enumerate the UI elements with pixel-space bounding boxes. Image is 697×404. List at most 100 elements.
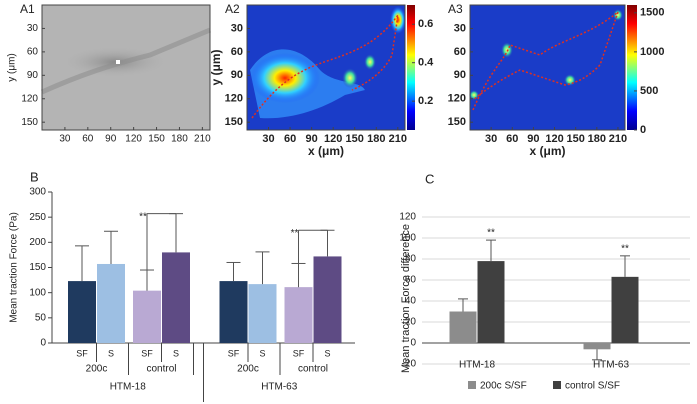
x-tick-label: 210 bbox=[389, 133, 407, 145]
x-tick-label: 90 bbox=[105, 134, 117, 145]
y-tick-label: 100 bbox=[399, 233, 416, 244]
y-axis-label: Mean traction Force difference bbox=[400, 224, 412, 373]
legend-swatch bbox=[553, 381, 561, 389]
y-tick-label: 150 bbox=[225, 116, 243, 128]
x-tick-label: 30 bbox=[485, 133, 497, 145]
x-tick-label: 120 bbox=[324, 133, 342, 145]
heatmap-image bbox=[469, 5, 625, 130]
x-tick-label: 60 bbox=[82, 134, 94, 145]
colorbar-tick-label: 0 bbox=[640, 124, 646, 136]
bar bbox=[162, 252, 190, 343]
y-tick-label: 150 bbox=[21, 117, 38, 128]
x-tick-label: 60 bbox=[284, 133, 296, 145]
colorbar-tick-label: 0.4 bbox=[418, 57, 434, 69]
x-tick-label: S bbox=[259, 348, 265, 358]
y-tick-label: 40 bbox=[405, 296, 417, 307]
plot-frame bbox=[469, 4, 626, 131]
x-tick-label: SF bbox=[76, 348, 88, 358]
plot-frame bbox=[246, 4, 406, 131]
panel-label: A3 bbox=[448, 2, 463, 16]
y-tick-label: 120 bbox=[399, 212, 416, 223]
y-tick-label: 50 bbox=[35, 312, 47, 323]
x-tick-label: HTM-18 bbox=[459, 360, 496, 371]
micrograph bbox=[40, 5, 211, 130]
panel-label: C bbox=[425, 171, 434, 186]
x-tick-label: SF bbox=[141, 348, 153, 358]
x-tick-label: 30 bbox=[59, 134, 71, 145]
x-tick-label: 210 bbox=[194, 134, 211, 145]
colorbar-tick-label: 1500 bbox=[640, 7, 664, 19]
x-tick-label: HTM-63 bbox=[593, 360, 630, 371]
bar bbox=[284, 287, 313, 343]
y-tick-label: 60 bbox=[405, 275, 417, 286]
y-tick-label: 100 bbox=[29, 287, 46, 298]
bar bbox=[68, 281, 96, 343]
subgroup-label: 200c bbox=[86, 364, 108, 375]
colorbar bbox=[407, 5, 415, 130]
bar bbox=[97, 263, 125, 343]
y-tick-label: 0 bbox=[40, 338, 46, 349]
y-tick-label: 60 bbox=[454, 46, 466, 58]
legend-label: control S/SF bbox=[565, 381, 620, 392]
y-tick-label: 150 bbox=[448, 116, 466, 128]
y-tick-label: 200 bbox=[29, 237, 46, 248]
panel-label: A1 bbox=[20, 2, 35, 16]
y-axis-label: Mean traction Force (Pa) bbox=[9, 212, 20, 323]
x-tick-label: 150 bbox=[567, 133, 585, 145]
x-tick-label: 180 bbox=[171, 134, 188, 145]
y-axis-label: y (μm) bbox=[209, 49, 223, 85]
bar bbox=[313, 256, 342, 343]
panel-label: A2 bbox=[225, 2, 240, 16]
x-tick-label: S bbox=[108, 348, 114, 358]
bar bbox=[477, 261, 505, 343]
y-tick-label: 30 bbox=[454, 22, 466, 34]
x-tick-label: 210 bbox=[609, 133, 627, 145]
y-tick-label: 150 bbox=[29, 262, 46, 273]
y-tick-label: 90 bbox=[454, 69, 466, 81]
x-tick-label: 180 bbox=[588, 133, 606, 145]
bar bbox=[248, 284, 277, 343]
x-tick-label: 30 bbox=[262, 133, 274, 145]
bar bbox=[449, 311, 477, 343]
panel-label: B bbox=[30, 169, 39, 184]
significance-label: ** bbox=[291, 228, 299, 239]
x-tick-label: SF bbox=[228, 348, 240, 358]
x-tick-label: 180 bbox=[367, 133, 385, 145]
x-tick-label: 150 bbox=[148, 134, 165, 145]
legend-swatch bbox=[468, 381, 476, 389]
group-label: HTM-63 bbox=[261, 382, 298, 393]
y-axis-label: y (μm) bbox=[7, 53, 18, 82]
x-tick-label: S bbox=[173, 348, 179, 358]
plot-frame bbox=[41, 4, 211, 131]
x-tick-label: S bbox=[324, 348, 330, 358]
heatmap-image bbox=[247, 5, 406, 130]
subgroup-label: control bbox=[146, 364, 176, 375]
y-tick-label: 60 bbox=[27, 47, 39, 58]
x-tick-label: 60 bbox=[506, 133, 518, 145]
y-tick-label: 90 bbox=[231, 69, 243, 81]
bar bbox=[219, 281, 248, 343]
colorbar-tick-label: 0.2 bbox=[418, 95, 433, 107]
y-tick-label: 120 bbox=[225, 93, 243, 105]
y-tick-label: 0 bbox=[410, 338, 416, 349]
y-tick-label: 30 bbox=[27, 23, 39, 34]
x-tick-label: 120 bbox=[125, 134, 142, 145]
y-tick-label: 30 bbox=[231, 22, 243, 34]
subgroup-label: 200c bbox=[237, 364, 259, 375]
bar bbox=[133, 290, 161, 343]
y-tick-label: 90 bbox=[27, 70, 39, 81]
colorbar bbox=[627, 5, 637, 130]
bar bbox=[611, 276, 639, 343]
bar bbox=[583, 343, 611, 350]
x-tick-label: 150 bbox=[346, 133, 364, 145]
y-tick-label: 20 bbox=[405, 317, 417, 328]
x-tick-label: 90 bbox=[527, 133, 539, 145]
x-tick-label: 120 bbox=[545, 133, 563, 145]
x-tick-label: 90 bbox=[306, 133, 318, 145]
subgroup-label: control bbox=[298, 364, 328, 375]
y-tick-label: 120 bbox=[21, 93, 38, 104]
x-axis-label: x (μm) bbox=[529, 144, 565, 158]
y-tick-label: -20 bbox=[402, 359, 417, 370]
colorbar-tick-label: 500 bbox=[640, 85, 658, 97]
